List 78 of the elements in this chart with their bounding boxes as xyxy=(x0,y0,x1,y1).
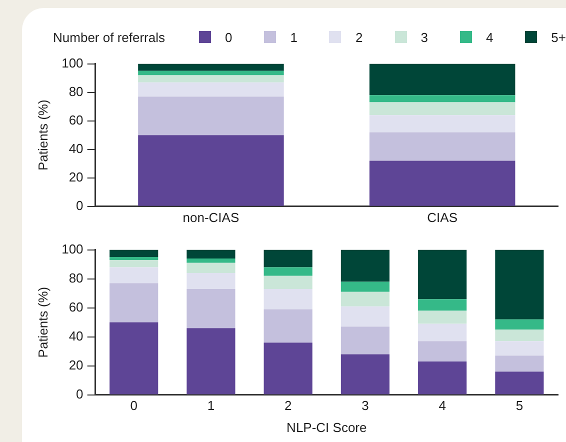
bar xyxy=(110,322,158,394)
bar xyxy=(186,258,236,263)
bar xyxy=(138,75,284,82)
bar xyxy=(186,288,236,328)
legend-label: 5+ xyxy=(551,30,566,44)
bar xyxy=(264,276,312,289)
bar xyxy=(138,70,284,76)
bar xyxy=(495,250,544,320)
y-tick-label: 0 xyxy=(76,198,84,213)
bar xyxy=(186,273,236,289)
bar xyxy=(264,309,312,343)
bar xyxy=(369,132,516,161)
x-tick-label: 5 xyxy=(516,398,524,414)
bar xyxy=(110,257,158,260)
bar xyxy=(138,96,284,136)
bar xyxy=(418,310,467,324)
bar xyxy=(138,82,284,97)
x-tick-label: 1 xyxy=(207,398,215,414)
bar xyxy=(340,306,390,327)
bar xyxy=(369,115,516,132)
legend-title: Number of referrals xyxy=(53,30,165,44)
x-tick-label: CIAS xyxy=(427,210,458,225)
bar xyxy=(264,342,312,394)
bar xyxy=(418,250,467,300)
legend-label: 1 xyxy=(290,30,298,44)
bar xyxy=(138,64,284,71)
legend-label: 3 xyxy=(420,30,428,44)
bar xyxy=(495,319,544,330)
x-axis-title: NLP-CI Score xyxy=(286,420,367,435)
y-tick-label: 40 xyxy=(68,328,84,344)
x-tick-label: non-CIAS xyxy=(182,210,240,225)
bar xyxy=(340,354,390,394)
y-axis-title: Patients (%) xyxy=(35,100,50,171)
bar xyxy=(186,328,236,394)
bar xyxy=(264,267,312,276)
bar xyxy=(418,341,467,362)
y-tick-label: 80 xyxy=(68,84,84,99)
x-tick-label: 0 xyxy=(130,398,138,414)
bar xyxy=(369,64,516,96)
y-tick-label: 60 xyxy=(68,112,84,128)
legend-label: 0 xyxy=(225,30,232,44)
bar xyxy=(264,288,312,310)
bar xyxy=(418,299,467,311)
bar xyxy=(340,282,390,292)
x-tick-label: 3 xyxy=(362,398,369,414)
bar xyxy=(110,283,158,322)
bar xyxy=(186,262,236,273)
y-tick-label: 100 xyxy=(62,241,84,256)
bar xyxy=(110,260,158,268)
y-tick-label: 100 xyxy=(62,55,84,70)
bar xyxy=(369,102,516,116)
x-tick-label: 2 xyxy=(284,398,292,414)
bar xyxy=(264,250,312,268)
y-tick-label: 80 xyxy=(68,270,84,286)
y-tick-label: 40 xyxy=(68,140,84,156)
legend-label: 2 xyxy=(355,30,363,44)
bar xyxy=(418,361,467,394)
y-axis-title: Patients (%) xyxy=(35,286,50,358)
bar xyxy=(369,160,516,206)
y-tick-label: 20 xyxy=(68,169,84,184)
y-tick-label: 0 xyxy=(76,386,84,402)
bar xyxy=(495,330,544,342)
bar xyxy=(110,267,158,284)
y-tick-label: 20 xyxy=(68,357,84,372)
bar xyxy=(369,95,516,102)
y-tick-label: 60 xyxy=(68,299,84,314)
bar xyxy=(340,292,390,306)
x-tick-label: 4 xyxy=(438,398,446,414)
legend-label: 4 xyxy=(486,30,494,44)
bar xyxy=(186,250,236,258)
bar xyxy=(110,250,158,258)
bar xyxy=(340,326,390,354)
bar xyxy=(495,341,544,356)
bar xyxy=(340,250,390,282)
bar xyxy=(138,135,284,206)
bar xyxy=(495,356,544,372)
bar xyxy=(418,324,467,342)
bar xyxy=(495,372,544,394)
